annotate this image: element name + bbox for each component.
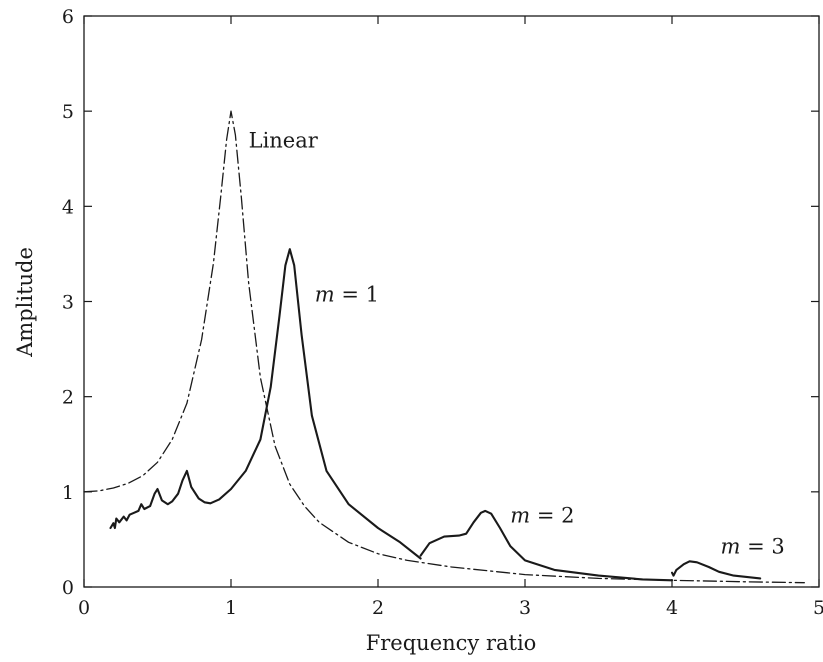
x-tick-label: 5 [813,597,823,619]
plot-frame [83,15,820,588]
annotation-variable: m [315,283,335,307]
series-line-0 [83,110,805,584]
x-tick-label: 4 [666,597,678,619]
x-tick-label: 1 [225,597,237,619]
y-tick-label: 1 [62,482,74,504]
y-axis-title: Amplitude [13,247,37,358]
series-line-2 [419,509,674,582]
x-tick-label: 2 [372,597,384,619]
x-axis-title: Frequency ratio [366,631,537,655]
y-tick-label: 6 [62,6,74,28]
series-line-3 [670,560,762,580]
annotation-text: = 3 [740,535,784,559]
y-tick-label: 4 [62,196,74,218]
tick-labels: 0 1 2 3 4 5 0 1 2 3 4 5 6 [62,6,823,619]
x-tick-label: 3 [519,597,531,619]
y-tick-label: 2 [62,387,74,409]
annotation-3: m = 3 [721,535,785,559]
axis-ticks [83,15,820,588]
annotation-1: m = 1 [315,283,379,307]
series-line-1 [109,248,422,560]
annotation-variable: m [721,535,741,559]
annotation-text: = 2 [530,503,574,527]
y-tick-label: 0 [62,577,74,599]
annotation-2: m = 2 [510,503,574,527]
y-tick-label: 5 [62,101,74,123]
series-layer [83,110,805,584]
x-tick-label: 0 [78,597,90,619]
y-tick-label: 3 [62,292,74,314]
annotation-0: Linear [249,128,319,152]
annotation-text: = 1 [335,283,379,307]
annotation-text: Linear [249,128,319,152]
annotation-variable: m [510,503,530,527]
